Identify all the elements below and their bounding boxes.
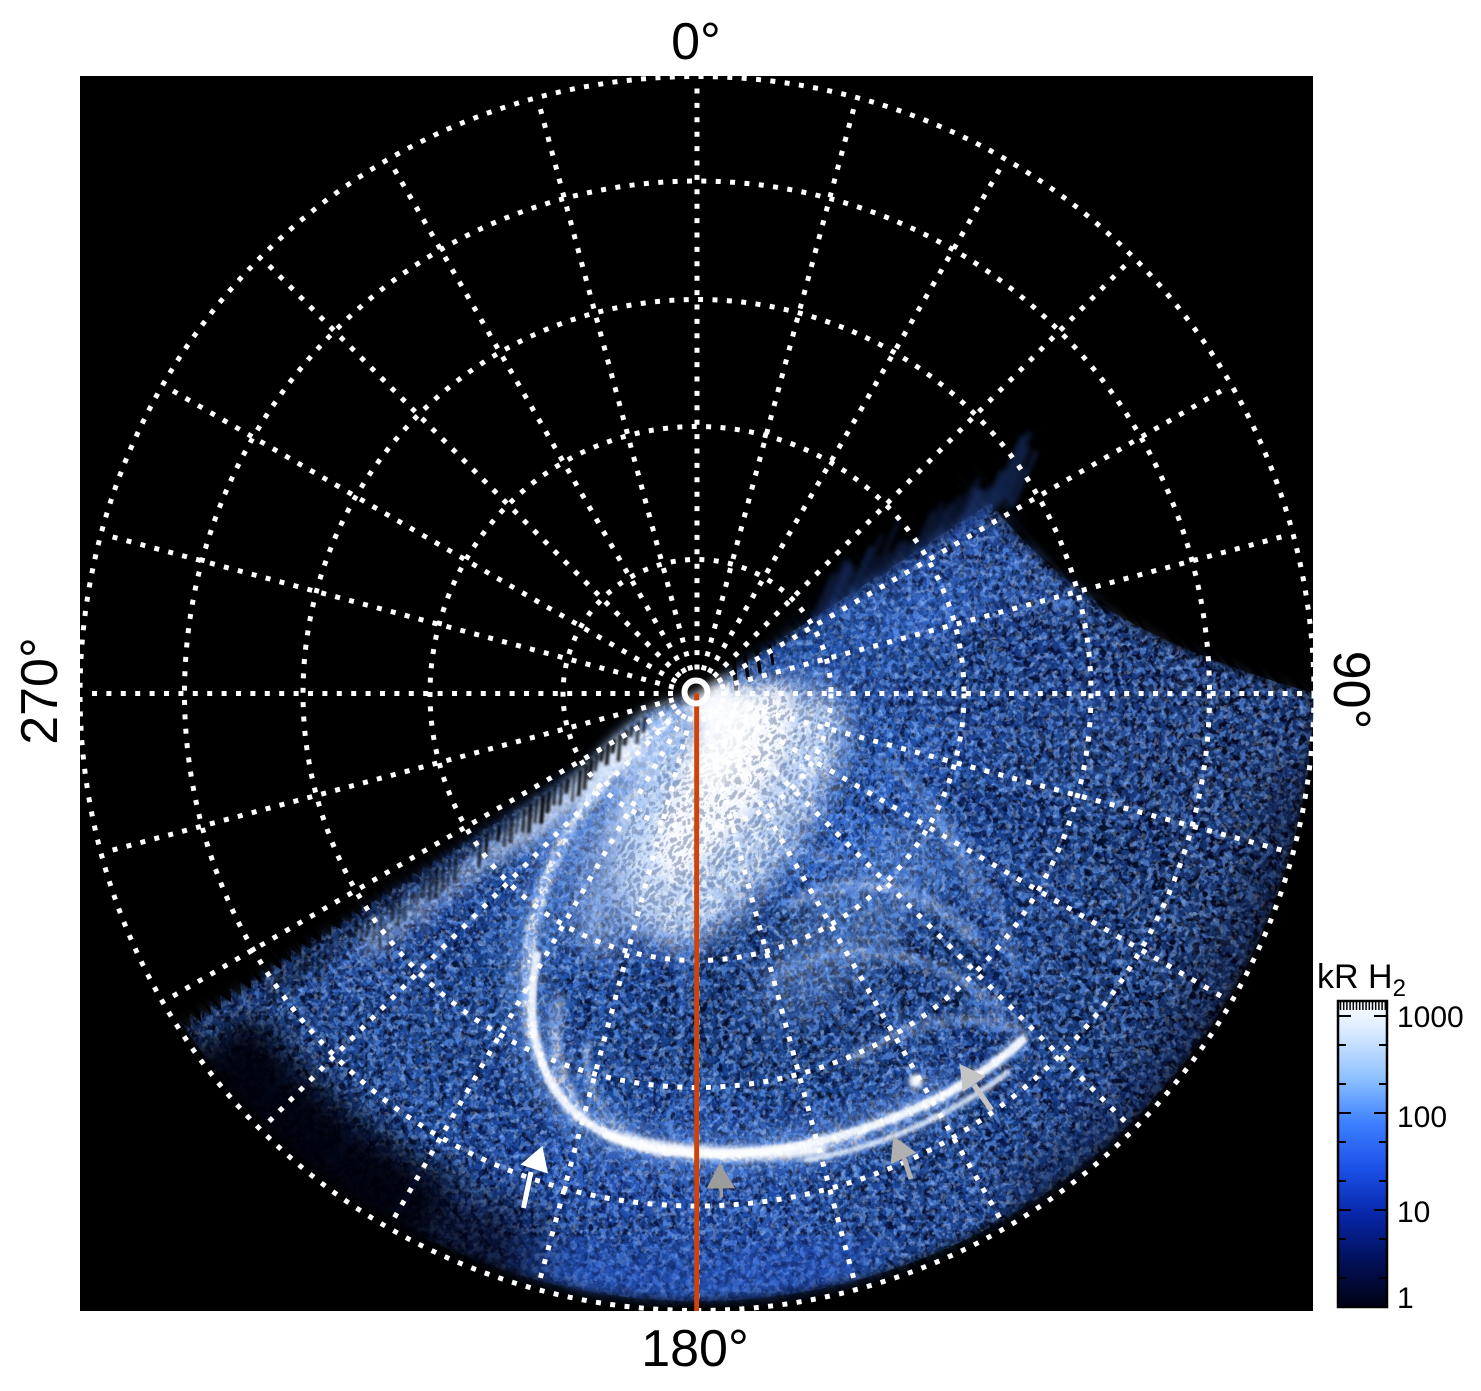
svg-text:180°: 180° — [641, 1320, 749, 1378]
svg-text:1: 1 — [1397, 1282, 1414, 1315]
svg-text:0°: 0° — [671, 13, 721, 71]
svg-text:1000: 1000 — [1397, 1001, 1464, 1034]
svg-text:270°: 270° — [11, 637, 69, 745]
svg-text:10: 10 — [1397, 1196, 1430, 1229]
svg-text:90°: 90° — [1322, 651, 1380, 730]
svg-text:100: 100 — [1397, 1101, 1447, 1134]
